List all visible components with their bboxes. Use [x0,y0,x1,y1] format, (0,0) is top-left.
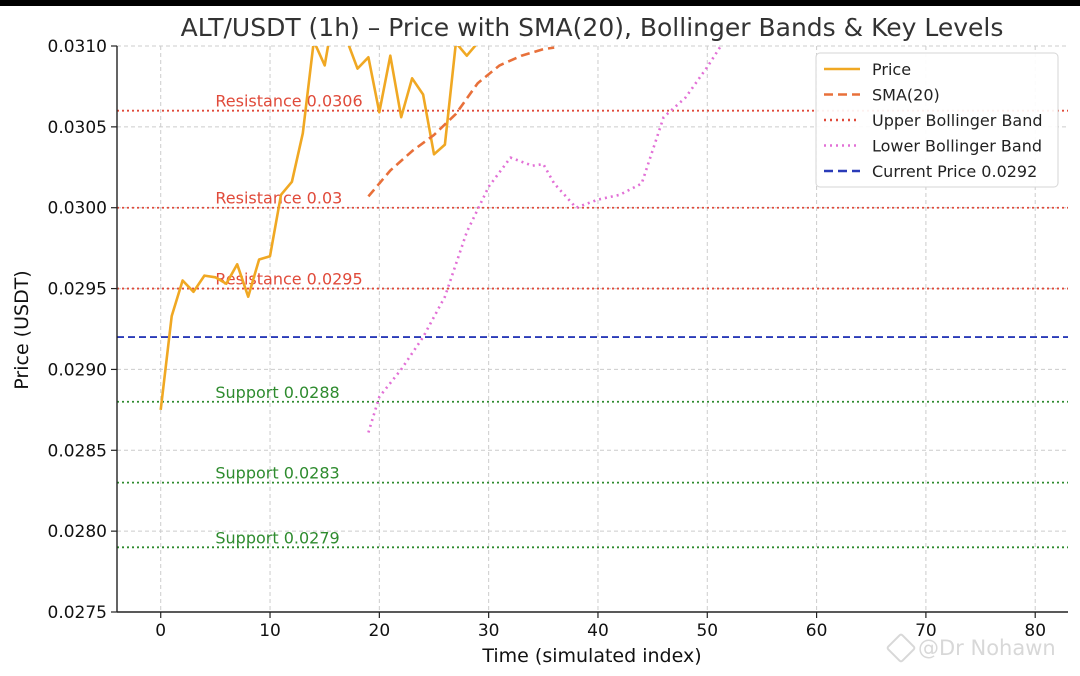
axes: 0 10 20 30 40 50 60 70 80 0.0275 0.0280 0.0285 0.029… [48,37,1068,641]
level-label: Support 0.0279 [215,528,339,547]
x-tick-label: 10 [259,621,281,641]
y-tick-label: 0.0285 [48,441,107,461]
x-tick-label: 30 [478,621,500,641]
legend-label: SMA(20) [872,86,940,105]
legend-label: Price [872,60,911,79]
series-line-lower-bollinger-band [367,46,723,433]
legend: Price SMA(20) Upper Bollinger Band Lower Bo… [815,52,1059,188]
x-tick-label: 80 [1024,621,1046,641]
y-tick-label: 0.0305 [48,118,107,138]
level-label: Support 0.0288 [215,383,339,402]
x-tick-label: 50 [696,621,718,641]
level-label: Resistance 0.03 [215,189,342,208]
legend-box [815,52,1059,188]
x-axis-label: Time (simulated index) [481,645,701,667]
x-tick-label: 70 [915,621,937,641]
y-tick-label: 0.0280 [48,522,107,542]
y-tick-label: 0.0290 [48,360,107,380]
y-tick-label: 0.0275 [48,603,107,623]
series-line-sma-20- [367,46,555,198]
top-border [0,0,1080,6]
chart-title: ALT/USDT (1h) – Price with SMA(20), Boll… [181,13,1004,42]
y-tick-label: 0.0295 [48,280,107,300]
x-tick-label: 0 [155,621,166,641]
y-tick-label: 0.0300 [48,199,107,219]
x-tick-label: 20 [369,621,391,641]
legend-label: Upper Bollinger Band [872,111,1043,130]
watermark-logo-icon [885,632,917,664]
x-tick-label: 40 [587,621,609,641]
watermark-text: @Dr Nohawn [918,636,1056,660]
y-axis-label: Price (USDT) [11,270,33,389]
legend-label: Lower Bollinger Band [872,137,1042,156]
level-label: Resistance 0.0295 [215,270,362,289]
level-label: Resistance 0.0306 [215,92,362,111]
series-line-price [159,46,477,411]
watermark: @Dr Nohawn [885,632,1056,664]
level-label: Support 0.0283 [215,464,339,483]
series-lines [159,46,723,433]
y-tick-label: 0.0310 [48,37,107,57]
x-tick-label: 60 [806,621,828,641]
legend-label: Current Price 0.0292 [872,162,1037,181]
